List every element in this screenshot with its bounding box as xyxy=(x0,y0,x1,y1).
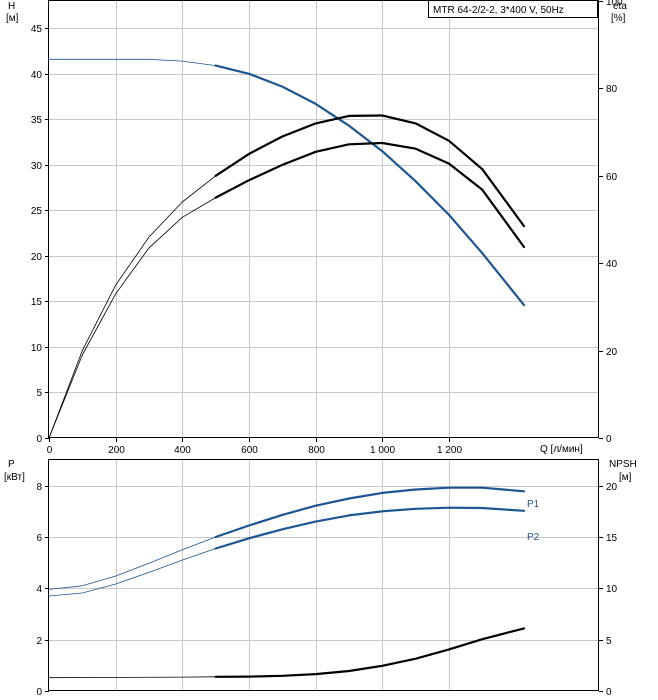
eta-axis-label: eta xyxy=(613,1,627,12)
p1-curve xyxy=(214,486,526,539)
right-tick-label: 20 xyxy=(606,347,618,358)
bottom-chart-grid xyxy=(49,460,599,691)
right-tick-label: 80 xyxy=(606,84,618,95)
series-1-curve-extended xyxy=(48,175,216,439)
left-tick-label: 40 xyxy=(31,70,43,81)
right-tick-label: 10 xyxy=(606,584,618,595)
left-tick-label: 30 xyxy=(31,161,43,172)
p1-curve-extended xyxy=(48,536,216,590)
left-tick-label: 6 xyxy=(36,533,42,544)
p-axis-unit: [кВт] xyxy=(4,472,25,483)
x-tick-label: 800 xyxy=(308,445,325,456)
npsh-axis-unit: [м] xyxy=(619,472,632,483)
series-1-curve xyxy=(214,114,526,228)
right-tick-label: 15 xyxy=(606,533,618,544)
top-chart-grid xyxy=(49,1,599,438)
series-0-curve-extended xyxy=(49,58,216,66)
bottom-chart-curves xyxy=(48,486,526,679)
top-chart-curves xyxy=(48,58,526,439)
top-plot-frame xyxy=(48,0,599,438)
right-tick-label: 20 xyxy=(606,482,618,493)
left-tick-label: 8 xyxy=(36,482,42,493)
x-tick-label: 200 xyxy=(108,445,125,456)
left-tick-label: 45 xyxy=(31,24,43,35)
left-tick-label: 4 xyxy=(36,584,42,595)
q-axis-label: Q [л/мин] xyxy=(540,444,583,455)
left-tick-label: 15 xyxy=(31,297,43,308)
left-tick-label: 0 xyxy=(36,434,42,445)
right-tick-label: 40 xyxy=(606,259,618,270)
x-tick-label: 0 xyxy=(47,445,53,456)
p2-curve-extended xyxy=(48,548,216,597)
series-2-curve xyxy=(214,627,526,678)
left-tick-label: 25 xyxy=(31,206,43,217)
right-tick-label: 60 xyxy=(606,172,618,183)
top-x-axis: 0 200 400 600 800 1 000 1 200 xyxy=(47,438,462,456)
npsh-axis-label: NPSH xyxy=(609,459,637,470)
left-tick-label: 10 xyxy=(31,343,43,354)
left-tick-label: 20 xyxy=(31,252,43,263)
h-axis-unit: [м] xyxy=(6,13,19,24)
model-label-box xyxy=(428,0,598,18)
bottom-plot-frame xyxy=(48,459,599,691)
eta-axis-unit: [%] xyxy=(611,13,626,24)
left-tick-label: 35 xyxy=(31,115,43,126)
p2-curve xyxy=(214,506,526,550)
series-2-curve-extended xyxy=(48,197,216,439)
left-tick-label: 2 xyxy=(36,636,42,647)
npsh-axis: 0 5 10 15 20 xyxy=(599,482,618,698)
left-tick-label: 0 xyxy=(36,687,42,698)
p-axis-label: P xyxy=(8,459,15,470)
right-tick-label: 0 xyxy=(606,687,612,698)
right-tick-label: 5 xyxy=(606,636,612,647)
x-tick-label: 1 000 xyxy=(370,445,395,456)
x-tick-label: 400 xyxy=(174,445,191,456)
h-axis: 0 5 10 15 20 25 30 35 40 45 xyxy=(31,24,49,445)
model-label: MTR 64-2/2-2, 3*400 V, 50Hz xyxy=(433,5,564,16)
eta-axis: 0 20 40 60 80 100 xyxy=(599,0,623,445)
x-tick-label: 1 200 xyxy=(437,445,462,456)
series-0-curve xyxy=(214,64,526,307)
h-axis-label: H xyxy=(8,1,15,12)
left-tick-label: 5 xyxy=(36,388,42,399)
series-2-curve xyxy=(214,141,526,249)
right-tick-label: 0 xyxy=(606,434,612,445)
p2-series-label: P2 xyxy=(527,532,540,543)
p-axis: 0 2 4 6 8 xyxy=(36,482,49,698)
x-tick-label: 600 xyxy=(241,445,258,456)
p1-series-label: P1 xyxy=(527,499,540,510)
right-tick-label: 100 xyxy=(606,0,623,8)
series-2-curve-extended xyxy=(48,676,216,679)
